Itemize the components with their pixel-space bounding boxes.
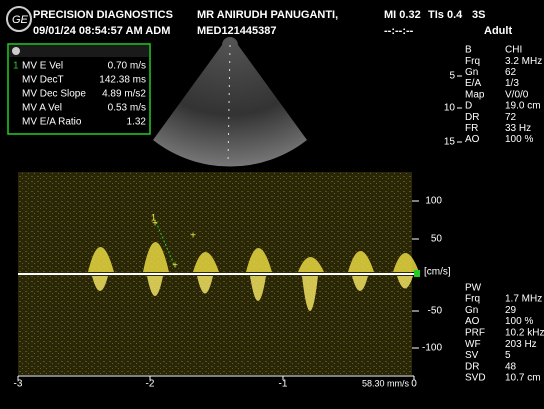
pw-title: PW xyxy=(465,283,482,294)
param-value: 10.7 cm xyxy=(505,373,541,384)
velocity-tick-label: -50 xyxy=(428,306,443,317)
param-value: 29 xyxy=(505,305,517,316)
clinic: PRECISION DIAGNOSTICS xyxy=(33,9,173,21)
probe: 3S xyxy=(472,9,485,21)
param-label: Gn xyxy=(465,305,478,316)
param-label: Frq xyxy=(465,56,480,67)
time-tick-label: -3 xyxy=(14,379,23,390)
measurement-value: 142.38 ms xyxy=(99,75,146,86)
param-value: 203 Hz xyxy=(505,339,537,350)
param-label: DR xyxy=(465,361,479,372)
depth-tick-label: 15 xyxy=(444,137,456,148)
caliper-cross: + xyxy=(172,261,178,272)
param-label: FR xyxy=(465,123,478,134)
icon xyxy=(12,47,20,55)
depth-tick-label: 5 xyxy=(449,71,455,82)
mi: MI 0.32 xyxy=(384,9,421,21)
measurement-label: MV E/A Ratio xyxy=(22,117,82,128)
measurement-value: 0.70 m/s xyxy=(108,61,146,72)
velocity-tick-label: 50 xyxy=(431,234,443,245)
baseline-handle xyxy=(414,270,420,277)
param-value: 72 xyxy=(505,112,517,123)
param-label: B xyxy=(465,45,472,56)
velocity-tick-label: -100 xyxy=(422,343,442,354)
measurement-value: 1.32 xyxy=(127,117,147,128)
param-value: 100 % xyxy=(505,316,533,327)
preset: Adult xyxy=(484,25,512,37)
param-value: 1.7 MHz xyxy=(505,294,542,305)
time-tick-label: -2 xyxy=(146,379,155,390)
param-value: 19.0 cm xyxy=(505,101,541,112)
param-label: E/A xyxy=(465,78,481,89)
measurement-value: 0.53 m/s xyxy=(108,103,146,114)
caliper-cross: + xyxy=(152,219,158,230)
param-label: SV xyxy=(465,350,479,361)
param-value: 3.2 MHz xyxy=(505,56,542,67)
velocity-tick-label: 100 xyxy=(425,196,442,207)
param-label: WF xyxy=(465,339,481,350)
patient: MR ANIRUDH PANUGANTI, xyxy=(197,9,338,21)
velocity-unit: [cm/s] xyxy=(424,267,451,278)
ge-logo-mark: GE xyxy=(12,14,29,26)
param-label: AO xyxy=(465,134,480,145)
patient-id: MED121445387 xyxy=(197,25,277,37)
page: GE PRECISION DIAGNOSTICS 09/01/24 08:54:… xyxy=(0,0,544,409)
measurement-marker: 1 xyxy=(13,61,19,72)
measurement-label: MV E Vel xyxy=(22,61,63,72)
param-value: 48 xyxy=(505,361,517,372)
param-value: 5 xyxy=(505,350,511,361)
param-label: SVD xyxy=(465,373,486,384)
time-tick-label: -1 xyxy=(279,379,288,390)
measurement-header xyxy=(9,45,149,57)
param-value: V/0/0 xyxy=(505,89,529,100)
param-value: 100 % xyxy=(505,134,533,145)
ultrasound-screen: GE PRECISION DIAGNOSTICS 09/01/24 08:54:… xyxy=(0,0,544,409)
param-value: 33 Hz xyxy=(505,123,531,134)
sweep-speed: 58.30 mm/s xyxy=(362,378,410,388)
param-label: Map xyxy=(465,89,485,100)
param-label: DR xyxy=(465,112,479,123)
clock: --:--:-- xyxy=(384,25,414,37)
param-value: 10.2 kHz xyxy=(505,328,544,339)
param-value: 1/3 xyxy=(505,78,519,89)
param-value: CHI xyxy=(505,45,522,56)
measurement-value: 4.89 m/s2 xyxy=(102,89,146,100)
caliper-cross: + xyxy=(190,231,196,242)
param-label: PRF xyxy=(465,328,485,339)
param-label: D xyxy=(465,101,472,112)
param-label: Gn xyxy=(465,67,478,78)
tis: TIs 0.4 xyxy=(428,9,463,21)
measurement-label: MV DecT xyxy=(22,75,64,86)
measurement-label: MV A Vel xyxy=(22,103,62,114)
param-value: 62 xyxy=(505,67,517,78)
param-label: AO xyxy=(465,316,480,327)
datetime: 09/01/24 08:54:57 AM ADM xyxy=(33,25,170,37)
measurement-label: MV Dec Slope xyxy=(22,89,86,100)
param-label: Frq xyxy=(465,294,480,305)
depth-tick-label: 10 xyxy=(444,103,456,114)
time-tick-label: 0 xyxy=(411,379,417,390)
